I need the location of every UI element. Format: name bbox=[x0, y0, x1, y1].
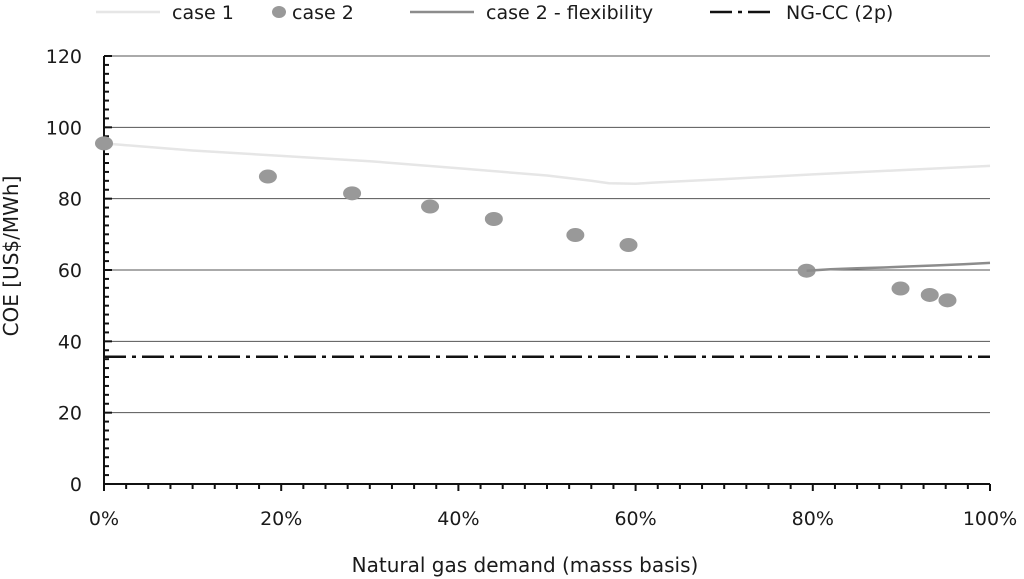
y-axis-title: COE [US$/MWh] bbox=[0, 176, 23, 337]
legend-marker-case-2 bbox=[272, 6, 286, 18]
data-point-case-2 bbox=[95, 136, 113, 151]
y-tick-label: 80 bbox=[58, 189, 82, 211]
legend-label-ng-cc-2p: NG-CC (2p) bbox=[786, 2, 893, 24]
x-tick-label: 20% bbox=[260, 508, 302, 530]
data-point-case-2 bbox=[797, 263, 816, 278]
series-layer bbox=[95, 136, 991, 358]
x-tick-label: 100% bbox=[963, 508, 1017, 530]
data-point-case-2 bbox=[566, 228, 585, 243]
x-axis-title: Natural gas demand (masss basis) bbox=[352, 553, 699, 577]
y-tick-label: 20 bbox=[58, 403, 82, 425]
y-tick-label: 40 bbox=[58, 331, 82, 353]
legend-label-case-2-flexibility: case 2 - flexibility bbox=[486, 2, 653, 24]
data-point-case-2 bbox=[938, 293, 957, 308]
series-line-case-2-flexibility bbox=[806, 261, 991, 272]
legend-label-case-1: case 1 bbox=[172, 2, 234, 24]
x-axis: 0% 20% 40% 60% 80% 100% bbox=[89, 483, 1017, 530]
legend-label-case-2: case 2 bbox=[292, 2, 354, 24]
x-tick-label: 60% bbox=[614, 508, 656, 530]
series-line-case-1 bbox=[103, 142, 991, 185]
y-tick-label: 0 bbox=[70, 474, 82, 496]
data-point-case-2 bbox=[421, 199, 440, 214]
y-tick-label: 60 bbox=[58, 260, 82, 282]
y-tick-label: 100 bbox=[46, 117, 82, 139]
y-axis: 0 20 40 60 80 100 120 bbox=[46, 46, 112, 496]
data-point-case-2 bbox=[920, 287, 939, 302]
y-tick-label: 120 bbox=[46, 46, 82, 68]
x-tick-label: 0% bbox=[89, 508, 119, 530]
data-point-case-2 bbox=[619, 238, 638, 253]
gridlines bbox=[104, 55, 990, 414]
data-point-case-2 bbox=[891, 281, 910, 296]
x-tick-label: 80% bbox=[792, 508, 834, 530]
x-tick-label: 40% bbox=[437, 508, 479, 530]
data-point-case-2 bbox=[258, 169, 277, 184]
data-point-case-2 bbox=[343, 186, 362, 201]
legend: case 1 case 2 case 2 - flexibility NG-CC (2… bbox=[96, 2, 893, 24]
data-point-case-2 bbox=[484, 211, 503, 226]
